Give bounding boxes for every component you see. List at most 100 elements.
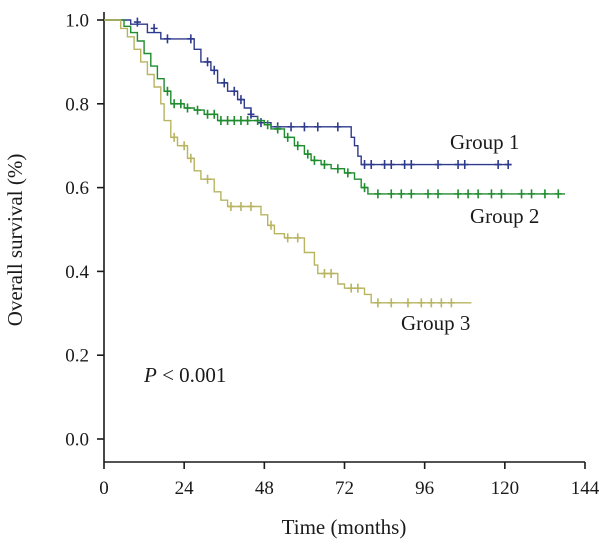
- censor-mark: [334, 164, 342, 174]
- censor-mark: [264, 120, 272, 130]
- y-ticks: 0.0 0.2 0.4 0.6 0.8 1.0: [65, 11, 104, 451]
- censor-mark: [528, 189, 536, 199]
- censor-mark: [374, 189, 382, 199]
- censor-mark: [187, 34, 195, 44]
- censor-mark: [300, 122, 308, 132]
- censor-mark: [487, 189, 495, 199]
- censor-mark: [434, 160, 442, 170]
- censor-mark: [404, 298, 412, 308]
- censor-mark: [230, 86, 238, 96]
- y-tick-label: 0.0: [65, 430, 89, 451]
- censor-mark: [334, 122, 342, 132]
- censor-mark: [314, 122, 322, 132]
- censor-mark: [274, 124, 282, 134]
- censor-mark: [180, 141, 188, 151]
- censor-mark: [177, 99, 185, 109]
- series-layer: [104, 17, 565, 308]
- series-label-group-2: Group 2: [470, 204, 539, 228]
- censor-mark: [170, 132, 178, 142]
- censor-mark: [237, 201, 245, 211]
- censor-mark: [434, 189, 442, 199]
- censor-mark: [387, 189, 395, 199]
- censor-mark: [407, 160, 415, 170]
- y-tick-label: 1.0: [65, 11, 89, 32]
- censor-mark: [494, 160, 502, 170]
- censor-mark: [257, 118, 265, 128]
- censor-mark: [267, 220, 275, 230]
- censor-mark: [204, 109, 212, 119]
- x-axis-title: Time (months): [282, 515, 407, 539]
- censor-mark: [217, 116, 225, 126]
- censor-mark: [204, 57, 212, 67]
- censor-mark: [210, 109, 218, 119]
- censor-mark: [310, 155, 318, 165]
- y-tick-label: 0.6: [65, 178, 89, 199]
- censor-mark: [397, 189, 405, 199]
- axes: [103, 12, 585, 463]
- censor-mark: [361, 183, 369, 193]
- censor-mark: [347, 283, 355, 293]
- y-tick-label: 0.4: [65, 262, 89, 283]
- censor-mark: [170, 99, 178, 109]
- censor-mark: [541, 189, 549, 199]
- censor-mark: [387, 298, 395, 308]
- y-tick-label: 0.8: [65, 94, 89, 115]
- censor-mark: [294, 141, 302, 151]
- censor-mark: [320, 160, 328, 170]
- p-symbol: P: [143, 363, 157, 387]
- censor-mark: [187, 153, 195, 163]
- censor-mark: [287, 122, 295, 132]
- censor-mark: [327, 268, 335, 278]
- censor-mark: [437, 298, 445, 308]
- censor-mark: [401, 160, 409, 170]
- censor-mark: [354, 283, 362, 293]
- censor-mark: [163, 86, 171, 96]
- censor-mark: [230, 116, 238, 126]
- survival-curve-group-2: [104, 19, 565, 195]
- censor-mark: [247, 109, 255, 119]
- censor-mark: [254, 116, 262, 126]
- p-value-text: < 0.001: [157, 363, 227, 387]
- series-label-group-1: Group 1: [450, 130, 519, 154]
- censor-mark: [424, 189, 432, 199]
- x-tick-label: 24: [175, 478, 195, 499]
- censor-mark: [461, 160, 469, 170]
- censor-mark: [367, 160, 375, 170]
- censor-mark: [163, 34, 171, 44]
- censor-mark: [237, 95, 245, 105]
- x-tick-label: 0: [99, 478, 109, 499]
- y-tick-label: 0.2: [65, 346, 89, 367]
- censor-mark: [304, 149, 312, 159]
- survival-curve-group-3: [104, 19, 472, 304]
- censor-mark: [417, 298, 425, 308]
- censor-mark: [247, 201, 255, 211]
- censor-mark: [361, 160, 369, 170]
- censor-mark: [447, 298, 455, 308]
- series-group-2: [104, 19, 565, 199]
- censor-mark: [344, 168, 352, 178]
- censor-mark: [184, 103, 192, 113]
- censor-mark: [497, 189, 505, 199]
- censor-mark: [284, 233, 292, 243]
- x-tick-label: 120: [491, 478, 520, 499]
- censor-mark: [204, 174, 212, 184]
- censor-mark: [407, 189, 415, 199]
- censor-mark: [518, 189, 526, 199]
- censor-mark: [454, 189, 462, 199]
- series-group-1: [104, 17, 512, 170]
- x-tick-label: 72: [335, 478, 354, 499]
- censor-mark: [474, 189, 482, 199]
- censor-mark: [504, 160, 512, 170]
- censor-mark: [381, 160, 389, 170]
- censor-mark: [227, 201, 235, 211]
- survival-curve-group-1: [104, 19, 512, 166]
- series-label-group-3: Group 3: [401, 311, 470, 335]
- censor-mark: [224, 116, 232, 126]
- censor-mark: [210, 65, 218, 75]
- censor-mark: [294, 233, 302, 243]
- series-group-3: [104, 19, 472, 308]
- x-tick-label: 96: [415, 478, 434, 499]
- censor-mark: [237, 116, 245, 126]
- censor-mark: [427, 298, 435, 308]
